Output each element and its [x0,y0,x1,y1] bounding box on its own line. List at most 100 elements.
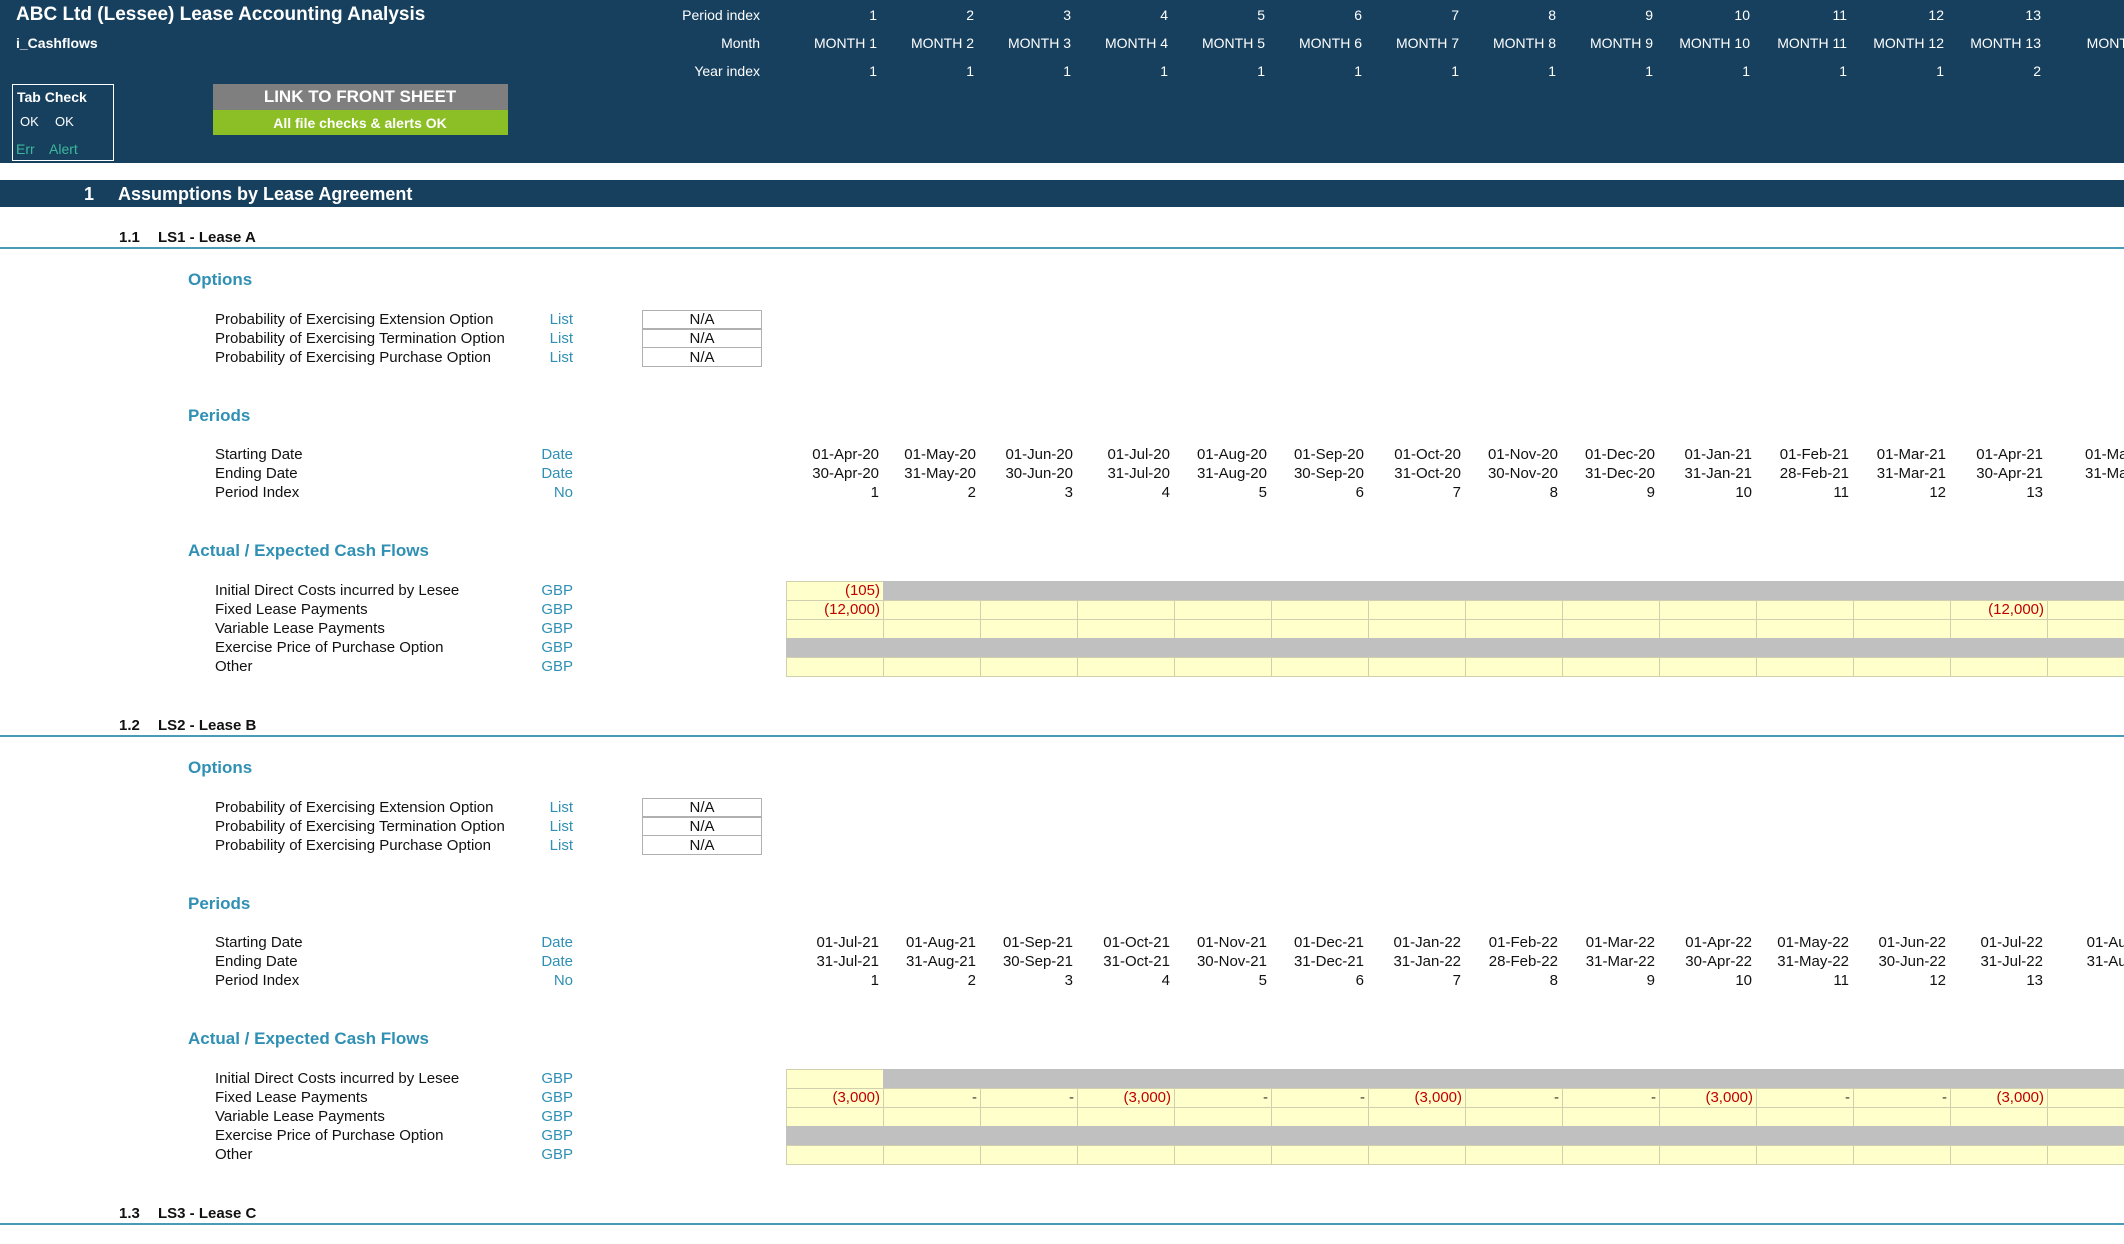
tab-check-title: Tab Check [17,89,87,105]
input-cell[interactable] [1368,619,1466,639]
input-cell[interactable] [1271,657,1369,677]
input-cell[interactable] [786,1107,884,1127]
header-cell: 4 [1160,7,1168,23]
input-cell[interactable] [1077,600,1175,620]
link-button-bg[interactable] [213,84,508,110]
input-cell[interactable] [1271,1107,1369,1127]
input-cell[interactable] [2047,1088,2124,1108]
input-cell[interactable] [980,1107,1078,1127]
input-cell[interactable] [1368,657,1466,677]
input-cell[interactable] [1174,619,1272,639]
header-cell: MONTH 2 [911,35,974,51]
cashflow-value: (12,000) [824,601,880,618]
input-cell[interactable] [883,619,981,639]
input-cell[interactable] [1853,657,1951,677]
input-cell[interactable] [1174,1145,1272,1165]
input-cell[interactable] [786,657,884,677]
input-cell[interactable] [1756,657,1854,677]
input-cell[interactable] [2047,600,2124,620]
period-cell: 30-Apr-21 [1976,465,2043,482]
period-cell: 31-Oct-20 [1394,465,1461,482]
period-cell: 31-Aug-20 [1196,465,1267,482]
input-cell[interactable] [1853,619,1951,639]
input-cell[interactable] [1853,1107,1951,1127]
input-cell[interactable] [1756,1145,1854,1165]
input-cell[interactable] [1077,1145,1175,1165]
row-unit: List [549,311,573,328]
period-cell: 31-Mar-21 [1876,465,1946,482]
input-cell[interactable] [1562,1145,1660,1165]
input-cell[interactable] [1562,1107,1660,1127]
input-cell[interactable] [1368,1107,1466,1127]
input-cell[interactable] [1465,1107,1563,1127]
input-cell[interactable] [1853,1145,1951,1165]
input-cell[interactable] [1271,619,1369,639]
input-cell[interactable] [1465,1145,1563,1165]
row-unit: GBP [541,601,573,618]
input-cell[interactable] [1659,1107,1757,1127]
locked-cell [1659,1069,1757,1089]
input-cell[interactable] [1659,619,1757,639]
input-cell[interactable] [883,657,981,677]
input-cell[interactable] [883,600,981,620]
input-cell[interactable] [2047,657,2124,677]
input-cell[interactable] [883,1145,981,1165]
option-value: N/A [689,799,715,816]
input-cell[interactable] [1950,1145,2048,1165]
input-cell[interactable] [1465,657,1563,677]
period-cell: 01-Oct-21 [1103,934,1170,951]
input-cell[interactable] [2047,619,2124,639]
input-cell[interactable] [980,600,1078,620]
input-cell[interactable] [1853,600,1951,620]
subheading: Periods [188,894,251,913]
row-label: Probability of Exercising Purchase Optio… [215,349,491,366]
input-cell[interactable] [883,1107,981,1127]
input-cell[interactable] [1950,619,2048,639]
header-cell: 2 [2033,63,2041,79]
link-button[interactable]: LINK TO FRONT SHEET [263,87,457,106]
input-cell[interactable] [1659,600,1757,620]
input-cell[interactable] [1077,619,1175,639]
locked-cell [1853,638,1951,658]
input-cell[interactable] [1368,1145,1466,1165]
input-cell[interactable] [1174,600,1272,620]
input-cell[interactable] [1562,619,1660,639]
locked-cell [883,581,981,601]
input-cell[interactable] [1368,600,1466,620]
input-cell[interactable] [1077,1107,1175,1127]
locked-cell [1077,581,1175,601]
input-cell[interactable] [786,1069,884,1089]
input-cell[interactable] [1659,1145,1757,1165]
period-cell: 01-Jul-22 [1980,934,2043,951]
input-cell[interactable] [1271,600,1369,620]
input-cell[interactable] [1077,657,1175,677]
locked-cell [2047,1069,2124,1089]
period-cell: 6 [1355,484,1364,501]
input-cell[interactable] [1659,657,1757,677]
input-cell[interactable] [980,1145,1078,1165]
input-cell[interactable] [1756,1107,1854,1127]
input-cell[interactable] [1174,657,1272,677]
locked-cell [1756,638,1854,658]
input-cell[interactable] [786,619,884,639]
locked-cell [883,1069,981,1089]
period-cell: 31-Jan-21 [1684,465,1752,482]
input-cell[interactable] [1174,1107,1272,1127]
input-cell[interactable] [1562,600,1660,620]
input-cell[interactable] [1465,600,1563,620]
input-cell[interactable] [1756,619,1854,639]
input-cell[interactable] [2047,1107,2124,1127]
input-cell[interactable] [980,657,1078,677]
row-label: Variable Lease Payments [215,620,385,637]
input-cell[interactable] [1465,619,1563,639]
input-cell[interactable] [786,1145,884,1165]
input-cell[interactable] [1950,657,2048,677]
input-cell[interactable] [1271,1145,1369,1165]
input-cell[interactable] [1756,600,1854,620]
input-cell[interactable] [980,619,1078,639]
input-cell[interactable] [2047,1145,2124,1165]
locked-cell [1853,581,1951,601]
input-cell[interactable] [1562,657,1660,677]
period-cell: 01-Mar-22 [1585,934,1655,951]
input-cell[interactable] [1950,1107,2048,1127]
